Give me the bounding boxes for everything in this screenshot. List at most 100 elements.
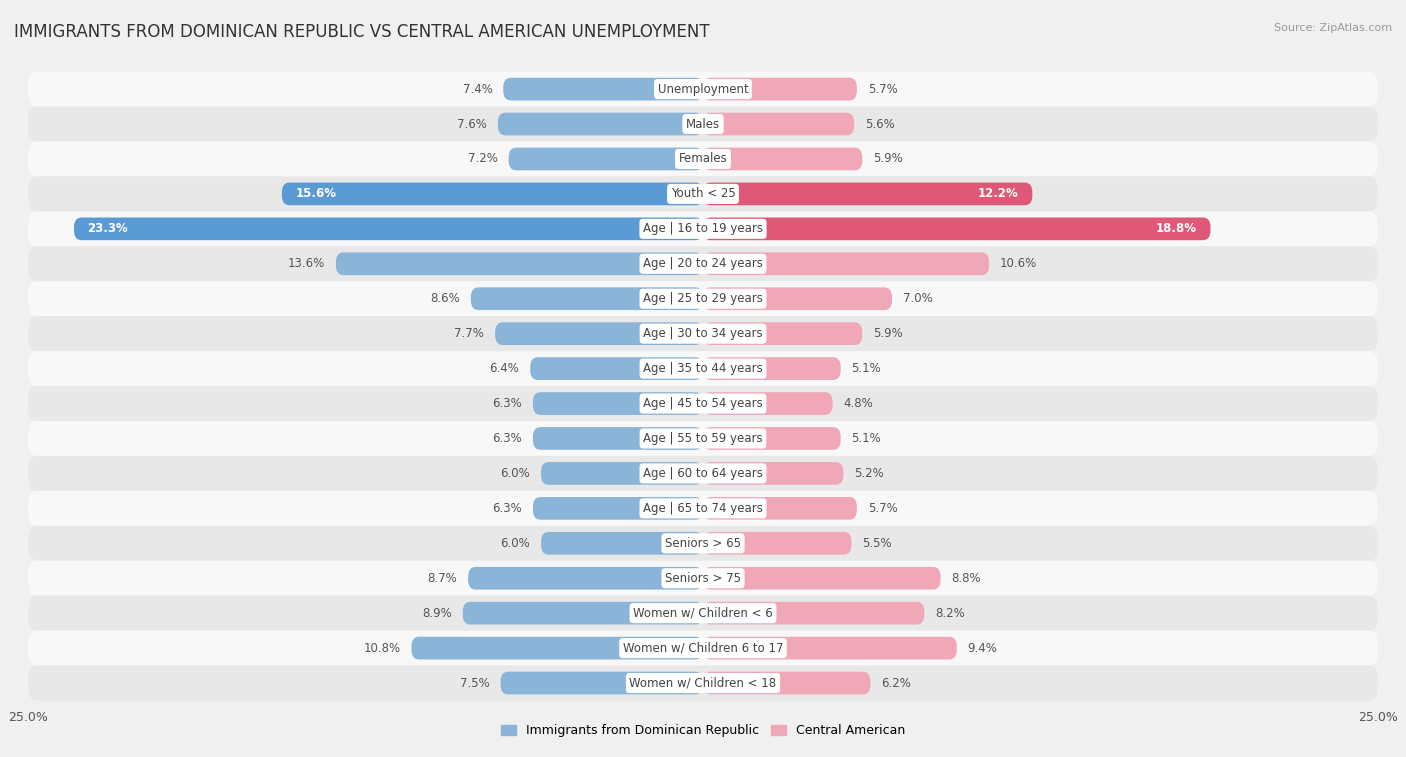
Text: 15.6%: 15.6% [295,188,336,201]
Text: Age | 35 to 44 years: Age | 35 to 44 years [643,362,763,375]
Text: Age | 60 to 64 years: Age | 60 to 64 years [643,467,763,480]
FancyBboxPatch shape [28,282,1378,316]
FancyBboxPatch shape [703,637,956,659]
FancyBboxPatch shape [703,497,856,520]
Text: 8.6%: 8.6% [430,292,460,305]
Text: Age | 20 to 24 years: Age | 20 to 24 years [643,257,763,270]
Text: 23.3%: 23.3% [87,223,128,235]
FancyBboxPatch shape [703,427,841,450]
Text: 5.5%: 5.5% [862,537,891,550]
Text: 5.9%: 5.9% [873,152,903,166]
Text: Females: Females [679,152,727,166]
Text: Age | 30 to 34 years: Age | 30 to 34 years [643,327,763,340]
FancyBboxPatch shape [495,322,703,345]
Text: Age | 55 to 59 years: Age | 55 to 59 years [643,432,763,445]
Text: Seniors > 65: Seniors > 65 [665,537,741,550]
FancyBboxPatch shape [412,637,703,659]
FancyBboxPatch shape [471,288,703,310]
FancyBboxPatch shape [703,567,941,590]
FancyBboxPatch shape [463,602,703,625]
FancyBboxPatch shape [541,532,703,555]
Text: 7.2%: 7.2% [468,152,498,166]
Text: 10.6%: 10.6% [1000,257,1038,270]
FancyBboxPatch shape [28,596,1378,631]
FancyBboxPatch shape [703,182,1032,205]
Text: 6.3%: 6.3% [492,432,522,445]
Text: 7.4%: 7.4% [463,83,492,95]
Text: IMMIGRANTS FROM DOMINICAN REPUBLIC VS CENTRAL AMERICAN UNEMPLOYMENT: IMMIGRANTS FROM DOMINICAN REPUBLIC VS CE… [14,23,710,41]
Text: 18.8%: 18.8% [1156,223,1197,235]
Text: 9.4%: 9.4% [967,642,997,655]
FancyBboxPatch shape [28,316,1378,351]
FancyBboxPatch shape [28,526,1378,561]
FancyBboxPatch shape [703,322,862,345]
FancyBboxPatch shape [28,631,1378,665]
Text: 6.3%: 6.3% [492,502,522,515]
Text: Women w/ Children < 18: Women w/ Children < 18 [630,677,776,690]
FancyBboxPatch shape [533,427,703,450]
Text: Age | 25 to 29 years: Age | 25 to 29 years [643,292,763,305]
Text: 7.6%: 7.6% [457,117,486,130]
FancyBboxPatch shape [28,211,1378,246]
Text: 8.7%: 8.7% [427,572,457,584]
FancyBboxPatch shape [28,491,1378,526]
FancyBboxPatch shape [509,148,703,170]
FancyBboxPatch shape [703,78,856,101]
Text: 10.8%: 10.8% [364,642,401,655]
FancyBboxPatch shape [541,462,703,484]
Text: 7.0%: 7.0% [903,292,932,305]
FancyBboxPatch shape [28,107,1378,142]
FancyBboxPatch shape [533,497,703,520]
FancyBboxPatch shape [703,252,990,275]
Text: Age | 65 to 74 years: Age | 65 to 74 years [643,502,763,515]
FancyBboxPatch shape [533,392,703,415]
Text: 6.3%: 6.3% [492,397,522,410]
FancyBboxPatch shape [498,113,703,136]
FancyBboxPatch shape [28,142,1378,176]
FancyBboxPatch shape [28,665,1378,700]
FancyBboxPatch shape [281,182,703,205]
FancyBboxPatch shape [501,671,703,694]
Text: 5.6%: 5.6% [865,117,894,130]
Text: Unemployment: Unemployment [658,83,748,95]
Legend: Immigrants from Dominican Republic, Central American: Immigrants from Dominican Republic, Cent… [495,719,911,743]
FancyBboxPatch shape [703,462,844,484]
Text: Women w/ Children 6 to 17: Women w/ Children 6 to 17 [623,642,783,655]
Text: 6.0%: 6.0% [501,537,530,550]
Text: Source: ZipAtlas.com: Source: ZipAtlas.com [1274,23,1392,33]
Text: 7.7%: 7.7% [454,327,484,340]
FancyBboxPatch shape [703,532,852,555]
Text: 5.7%: 5.7% [868,502,897,515]
Text: Males: Males [686,117,720,130]
FancyBboxPatch shape [28,72,1378,107]
FancyBboxPatch shape [703,217,1211,240]
Text: Women w/ Children < 6: Women w/ Children < 6 [633,606,773,620]
Text: 12.2%: 12.2% [979,188,1019,201]
Text: 6.4%: 6.4% [489,362,519,375]
FancyBboxPatch shape [703,148,862,170]
FancyBboxPatch shape [703,392,832,415]
Text: 5.1%: 5.1% [852,432,882,445]
Text: 4.8%: 4.8% [844,397,873,410]
FancyBboxPatch shape [703,113,855,136]
FancyBboxPatch shape [468,567,703,590]
FancyBboxPatch shape [530,357,703,380]
FancyBboxPatch shape [28,456,1378,491]
FancyBboxPatch shape [28,246,1378,282]
FancyBboxPatch shape [703,288,891,310]
FancyBboxPatch shape [703,602,924,625]
Text: 8.9%: 8.9% [422,606,451,620]
FancyBboxPatch shape [703,671,870,694]
FancyBboxPatch shape [75,217,703,240]
Text: 6.0%: 6.0% [501,467,530,480]
FancyBboxPatch shape [28,176,1378,211]
Text: Age | 45 to 54 years: Age | 45 to 54 years [643,397,763,410]
Text: 13.6%: 13.6% [288,257,325,270]
Text: 8.8%: 8.8% [952,572,981,584]
FancyBboxPatch shape [28,351,1378,386]
Text: 5.9%: 5.9% [873,327,903,340]
Text: 7.5%: 7.5% [460,677,489,690]
FancyBboxPatch shape [703,357,841,380]
Text: 6.2%: 6.2% [882,677,911,690]
Text: 5.7%: 5.7% [868,83,897,95]
